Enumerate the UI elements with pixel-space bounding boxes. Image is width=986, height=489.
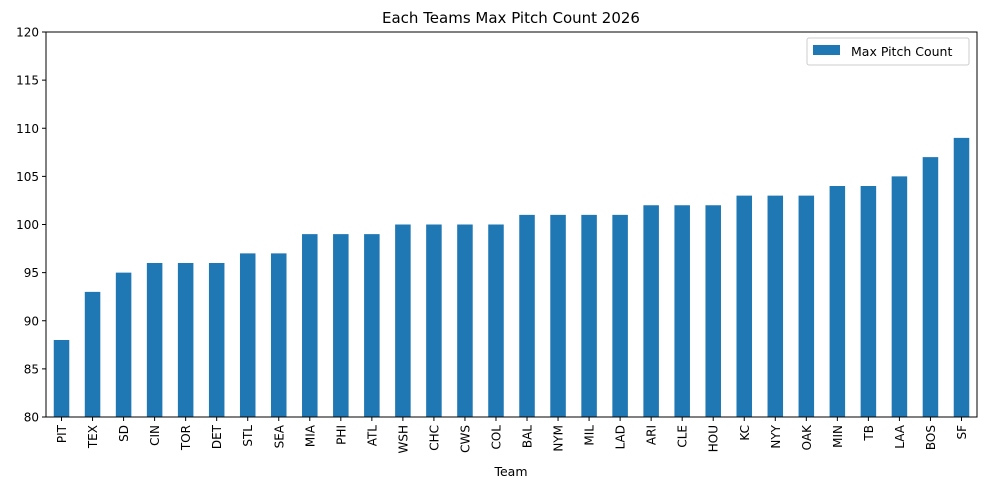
x-tick-label-sf: SF <box>955 425 969 440</box>
bar-hou <box>705 205 721 417</box>
bar-nym <box>550 214 566 418</box>
x-tick-label-nyy: NYY <box>769 424 783 448</box>
bar-atl <box>364 234 380 418</box>
x-tick-label-mia: MIA <box>303 424 317 447</box>
bar-min <box>829 186 846 417</box>
bar-wsh <box>395 224 411 417</box>
bar-cin <box>146 263 163 417</box>
bar-det <box>208 263 225 417</box>
x-tick-label-kc: KC <box>738 425 752 441</box>
bar-stl <box>239 253 256 418</box>
y-tick-label: 105 <box>16 170 39 184</box>
bar-sd <box>115 272 132 418</box>
x-tick-label-stl: STL <box>241 425 255 447</box>
bar-tex <box>84 291 101 418</box>
bar-mia <box>302 234 318 418</box>
y-tick-label: 95 <box>24 266 39 280</box>
x-tick-label-sd: SD <box>117 425 131 442</box>
x-tick-label-det: DET <box>210 424 224 449</box>
y-tick-label: 85 <box>24 362 39 376</box>
bar-cle <box>674 205 690 417</box>
x-tick-label-wsh: WSH <box>396 425 410 454</box>
bar-bos <box>922 157 939 418</box>
y-tick-label: 80 <box>24 411 39 425</box>
bar-mil <box>581 214 597 418</box>
bar-oak <box>798 195 815 417</box>
bar-laa <box>891 176 908 418</box>
legend-swatch <box>813 45 840 55</box>
bar-nyy <box>767 195 784 417</box>
x-axis-title: Team <box>493 464 527 479</box>
x-tick-label-bos: BOS <box>924 425 938 450</box>
y-tick-label: 110 <box>16 122 39 136</box>
x-tick-label-cin: CIN <box>148 425 162 446</box>
x-tick-label-hou: HOU <box>707 425 721 452</box>
bar-cws <box>457 224 473 417</box>
legend: Max Pitch Count <box>806 37 970 66</box>
x-tick-label-sea: SEA <box>272 424 286 448</box>
bar-pit <box>53 340 70 417</box>
x-tick-label-min: MIN <box>831 425 845 448</box>
x-tick-label-pit: PIT <box>55 424 69 443</box>
bar-kc <box>736 195 753 417</box>
x-tick-label-nym: NYM <box>552 425 566 452</box>
x-tick-label-chc: CHC <box>427 425 441 451</box>
x-tick-label-mil: MIL <box>583 425 597 446</box>
bar-tor <box>177 263 194 417</box>
chart-title: Each Teams Max Pitch Count 2026 <box>382 9 640 27</box>
x-tick-label-tb: TB <box>862 425 876 442</box>
bar-tb <box>860 186 877 417</box>
x-tick-label-col: COL <box>489 425 503 450</box>
y-tick-label: 115 <box>16 74 39 88</box>
x-tick-label-tor: TOR <box>179 425 193 451</box>
x-tick-label-cle: CLE <box>676 425 690 448</box>
bar-lad <box>612 214 628 418</box>
axes-frame <box>45 31 978 418</box>
y-tick-label: 100 <box>16 218 39 232</box>
bar-sf <box>953 137 970 418</box>
legend-frame <box>806 37 970 66</box>
x-tick-label-lad: LAD <box>614 425 628 449</box>
x-tick-label-cws: CWS <box>458 425 472 453</box>
bar-col <box>488 224 504 417</box>
x-tick-label-ari: ARI <box>645 425 659 445</box>
bar-bal <box>519 214 535 418</box>
legend-label: Max Pitch Count <box>851 44 952 59</box>
x-tick-label-laa: LAA <box>893 424 907 449</box>
x-tick-label-tex: TEX <box>86 425 100 449</box>
x-tick-label-atl: ATL <box>365 425 379 447</box>
y-tick-label: 90 <box>24 314 39 328</box>
x-tick-label-oak: OAK <box>800 424 814 450</box>
bar-phi <box>333 234 349 418</box>
plot-area: 80 85 90 95 100 105 110 115 120 PIT TEX SD CIN TOR DET… <box>16 26 978 454</box>
bar-chc <box>426 224 442 417</box>
x-tick-label-bal: BAL <box>521 425 535 448</box>
bar-ari <box>643 205 659 417</box>
y-tick-label: 120 <box>16 26 39 40</box>
bar-sea <box>270 253 287 418</box>
x-tick-label-phi: PHI <box>334 425 348 445</box>
